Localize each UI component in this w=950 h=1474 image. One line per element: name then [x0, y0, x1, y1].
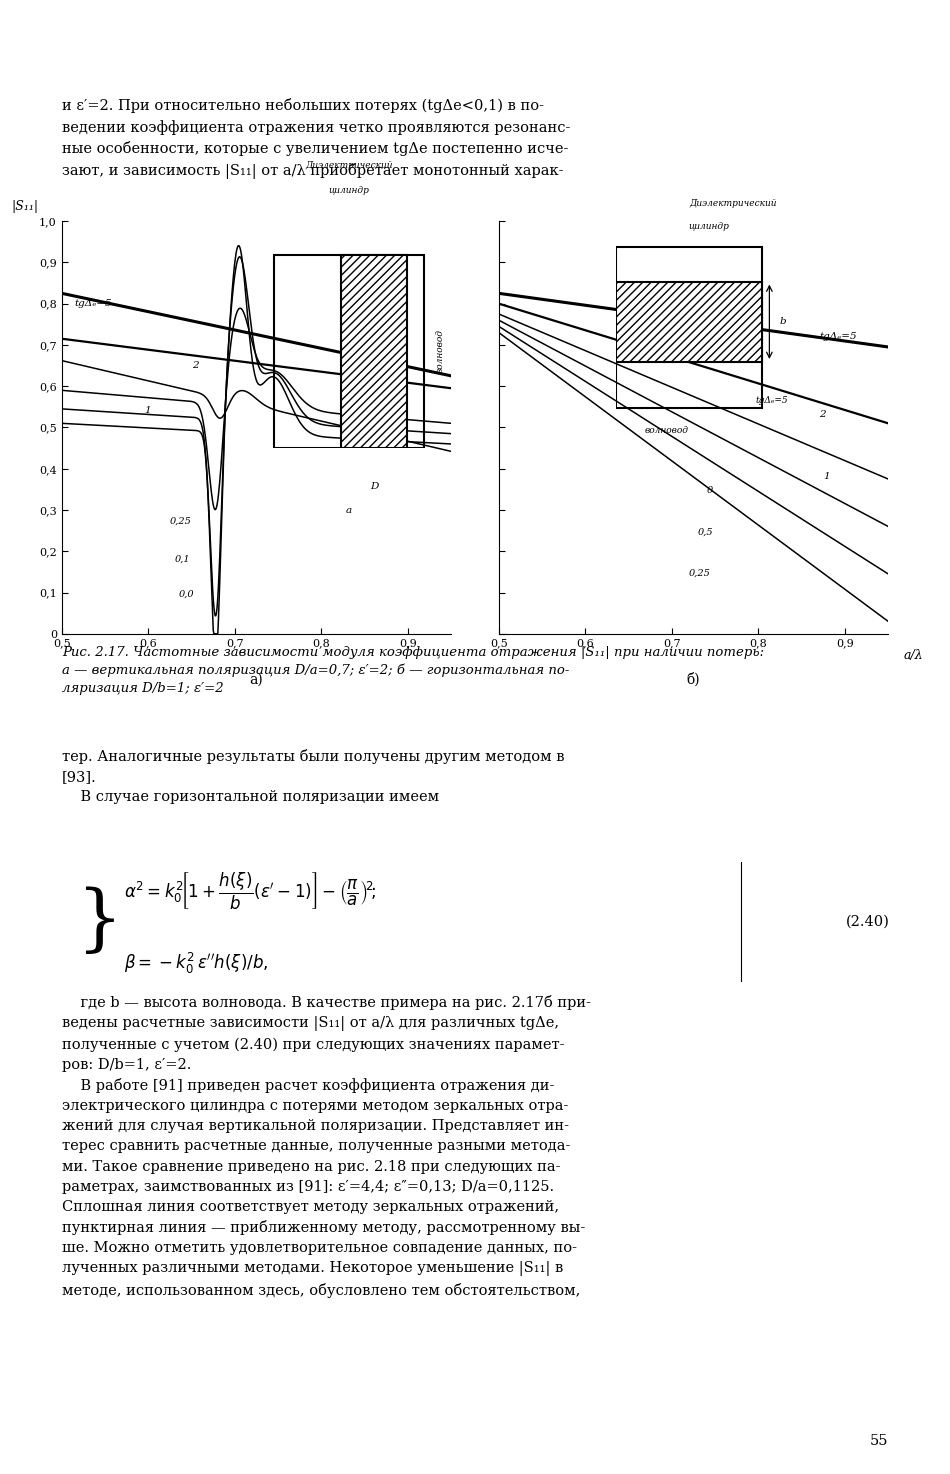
Text: 1: 1: [824, 472, 830, 481]
Text: (2.40): (2.40): [846, 914, 889, 929]
Text: Диэлектрический: Диэлектрический: [689, 199, 776, 208]
Text: 0,25: 0,25: [689, 569, 711, 578]
Text: 0,1: 0,1: [174, 554, 190, 563]
Text: tgΔₑ=5: tgΔₑ=5: [756, 397, 788, 405]
Text: Диэлектрический: Диэлектрический: [305, 161, 393, 170]
Text: 2: 2: [819, 410, 826, 419]
Bar: [275, 255, 424, 448]
Text: волновод: волновод: [645, 426, 689, 435]
Text: тер. Аналогичные результаты были получены другим методом в
[93].
    В случае го: тер. Аналогичные результаты были получен…: [62, 749, 564, 803]
Text: tgΔₑ=5: tgΔₑ=5: [819, 332, 857, 340]
Text: а): а): [250, 672, 263, 687]
Text: волновод: волновод: [435, 329, 445, 373]
Text: цилиндр: цилиндр: [329, 186, 370, 195]
Bar: [616, 248, 762, 408]
Text: 0,25: 0,25: [170, 516, 192, 525]
Text: цилиндр: цилиндр: [689, 223, 730, 231]
Text: Рис. 2.17. Частотные зависимости модуля коэффициента отражения |S₁₁| при наличии: Рис. 2.17. Частотные зависимости модуля …: [62, 646, 764, 696]
Text: D: D: [370, 482, 378, 491]
Text: и ε′=2. При относительно небольших потерях (tgΔe<0,1) в по-
ведении коэффициента: и ε′=2. При относительно небольших потер…: [62, 99, 570, 178]
Text: где b — высота волновода. В качестве примера на рис. 2.17б при-
ведены расчетные: где b — высота волновода. В качестве при…: [62, 995, 591, 1299]
Text: }: }: [77, 886, 123, 957]
Text: 2: 2: [192, 361, 199, 370]
Text: $\beta = -k_0^2\,\varepsilon'' h(\xi)/b,$: $\beta = -k_0^2\,\varepsilon'' h(\xi)/b,…: [124, 951, 268, 976]
Text: 0: 0: [707, 486, 712, 495]
Text: 0,5: 0,5: [698, 528, 713, 537]
Text: б): б): [687, 672, 700, 687]
Text: tgΔₑ=5: tgΔₑ=5: [75, 299, 112, 308]
Bar: [341, 255, 408, 448]
Bar: [616, 282, 762, 363]
Text: b: b: [780, 317, 787, 326]
Text: a: a: [346, 506, 352, 514]
Text: 1: 1: [144, 405, 151, 416]
Text: 0,0: 0,0: [179, 590, 194, 598]
Text: a/λ: a/λ: [903, 649, 923, 662]
Text: 55: 55: [870, 1434, 888, 1447]
Text: $\alpha^2 = k_0^2\!\left[1 + \dfrac{h(\xi)}{b}(\varepsilon' - 1)\right] - \left(: $\alpha^2 = k_0^2\!\left[1 + \dfrac{h(\x…: [124, 871, 376, 912]
Text: |S₁₁|: |S₁₁|: [11, 200, 38, 212]
